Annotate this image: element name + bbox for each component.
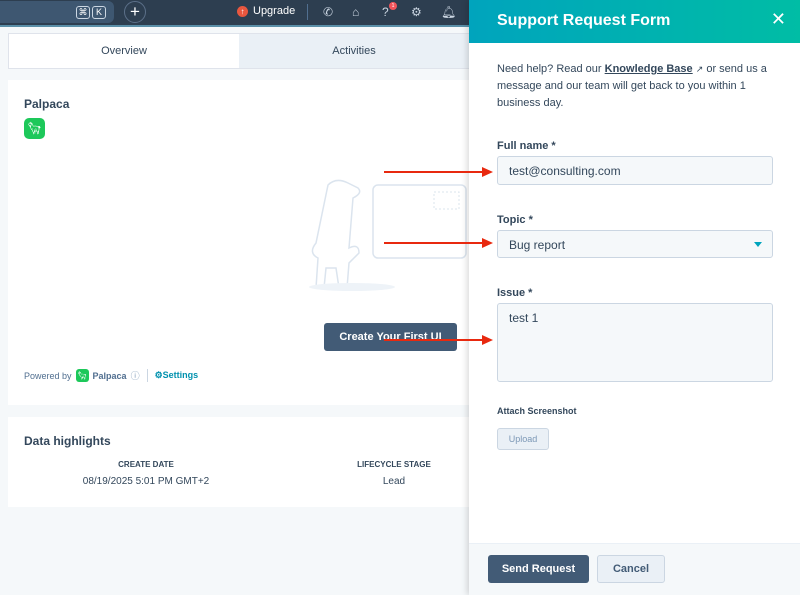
- full-name-label: Full name *: [497, 140, 556, 152]
- intro-text-end: or send us a message and our team will g…: [497, 63, 767, 109]
- close-icon[interactable]: ✕: [770, 9, 786, 29]
- palpaca-logo: 🦙︎: [24, 118, 45, 139]
- upload-button[interactable]: Upload: [497, 428, 549, 450]
- app-card: Palpaca 🦙︎ Create Your First UI Powered …: [8, 80, 470, 405]
- llama-illustration: [309, 179, 467, 291]
- panel-intro: Need help? Read our Knowledge Base ↗ or …: [497, 61, 772, 112]
- knowledge-base-link[interactable]: Knowledge Base: [604, 63, 693, 75]
- bell-icon[interactable]: 🔔︎: [441, 5, 457, 19]
- intro-text: Need help? Read our: [497, 63, 605, 75]
- send-request-button[interactable]: Send Request: [488, 555, 589, 583]
- gear-icon[interactable]: ⚙: [411, 5, 422, 19]
- create-date-header: CREATE DATE: [118, 460, 174, 469]
- tab-activities[interactable]: Activities: [332, 45, 376, 57]
- data-highlights-card: Data highlights CREATE DATE 08/19/2025 5…: [8, 417, 470, 507]
- top-navigation-bar: ⌘ K + ↑ Upgrade ✆ ⌂ ? 1 ⚙ 🔔︎: [0, 0, 470, 27]
- upgrade-button[interactable]: ↑ Upgrade: [237, 5, 295, 17]
- external-link-icon: ↗: [695, 64, 704, 74]
- panel-title: Support Request Form: [469, 0, 800, 43]
- topic-label: Topic *: [497, 214, 533, 226]
- support-request-panel: Support Request Form ✕ Need help? Read o…: [469, 0, 800, 595]
- record-tabs: Overview Activities: [8, 33, 470, 69]
- info-icon[interactable]: ⓘ: [130, 371, 140, 381]
- issue-label: Issue *: [497, 287, 533, 299]
- upgrade-icon: ↑: [237, 5, 248, 17]
- lifecycle-column: LIFECYCLE STAGE Lead: [334, 460, 454, 487]
- create-date-column: CREATE DATE 08/19/2025 5:01 PM GMT+2: [66, 460, 226, 487]
- highlights-title: Data highlights: [24, 434, 111, 448]
- create-date-value: 08/19/2025 5:01 PM GMT+2: [82, 476, 210, 487]
- create-plus-button[interactable]: +: [124, 1, 146, 23]
- app-title: Palpaca: [24, 97, 70, 111]
- kbd-cmd: ⌘: [76, 6, 90, 19]
- help-icon[interactable]: ?: [382, 5, 389, 19]
- attach-label: Attach Screenshot: [497, 406, 577, 416]
- powered-by: Powered by 🦙︎ Palpaca ⓘ ⚙Settings: [24, 369, 198, 382]
- settings-label: Settings: [162, 370, 199, 380]
- tab-overview[interactable]: Overview: [9, 34, 239, 68]
- topic-value: Bug report: [509, 238, 566, 252]
- lifecycle-header: LIFECYCLE STAGE: [357, 460, 431, 469]
- cancel-button[interactable]: Cancel: [597, 555, 665, 583]
- search-bar[interactable]: ⌘ K: [0, 1, 114, 23]
- topic-select[interactable]: Bug report: [497, 230, 773, 258]
- palpaca-small-logo: 🦙︎: [75, 369, 89, 382]
- panel-footer: Send Request Cancel: [469, 543, 800, 595]
- settings-link[interactable]: ⚙Settings: [154, 370, 199, 380]
- chevron-down-icon: [754, 242, 762, 247]
- create-first-ui-button[interactable]: Create Your First UI: [324, 323, 457, 351]
- lifecycle-value: Lead: [382, 476, 406, 487]
- marketplace-icon[interactable]: ⌂: [352, 5, 360, 19]
- issue-textarea[interactable]: test 1: [497, 303, 773, 382]
- full-name-input[interactable]: test@consulting.com: [497, 156, 773, 185]
- notification-badge: 1: [389, 2, 397, 10]
- kbd-k: K: [92, 6, 106, 19]
- upgrade-label: Upgrade: [253, 5, 296, 17]
- powered-by-label: Powered by: [24, 370, 72, 381]
- powered-brand[interactable]: Palpaca: [92, 370, 127, 381]
- phone-icon[interactable]: ✆: [323, 5, 334, 19]
